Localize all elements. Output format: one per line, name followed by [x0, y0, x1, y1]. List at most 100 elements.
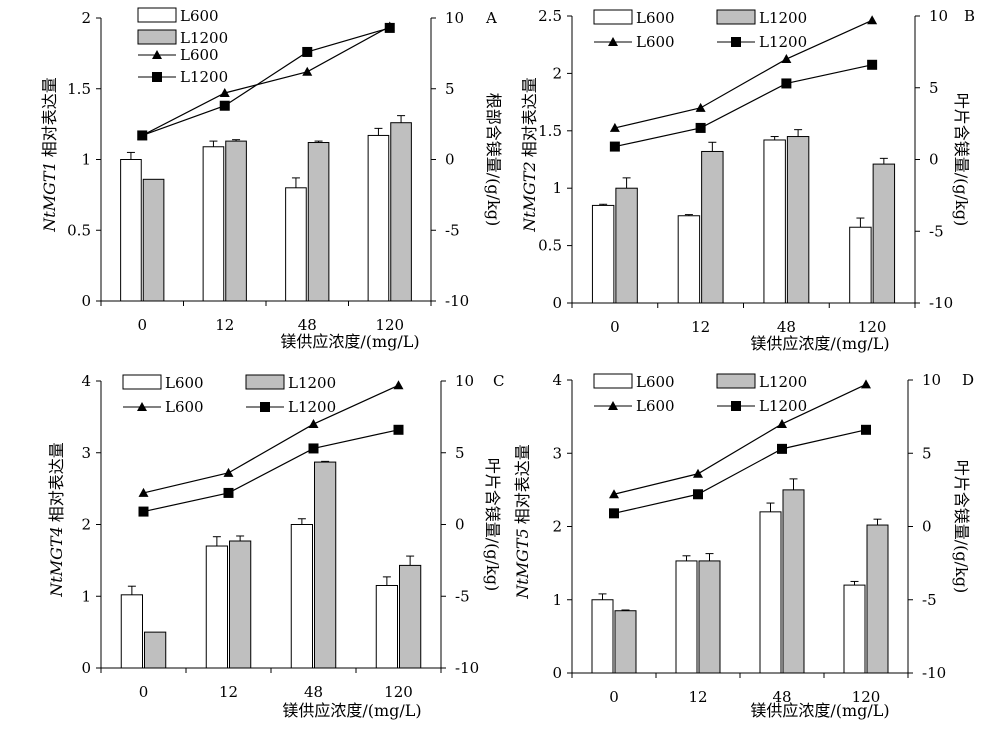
axis-title-suffix: 相对表达量: [520, 77, 539, 157]
legend-label: L1200: [180, 68, 228, 86]
axis-title-suffix: 相对表达量: [40, 77, 59, 157]
bar-l600: [675, 560, 698, 674]
left-tick-label: 2: [552, 518, 562, 536]
right-axis-title: 叶片含镁量/(g/kg): [483, 458, 502, 591]
left-tick-label: 3: [552, 444, 562, 462]
x-tick-label: 120: [858, 318, 887, 336]
left-axis-title: NtMGT5 相对表达量: [513, 444, 532, 599]
line-l600: [613, 383, 867, 495]
bar-l600: [290, 524, 313, 669]
left-axis-title: NtMGT2 相对表达量: [520, 77, 539, 232]
x-tick-label: 12: [219, 683, 238, 701]
right-tick-label: -5: [445, 221, 460, 239]
left-axis-title: NtMGT4 相对表达量: [47, 442, 66, 597]
line-l1200: [142, 27, 390, 137]
triangle-marker: [609, 489, 619, 499]
square-marker: [308, 443, 319, 454]
bar-l1200: [390, 122, 412, 302]
legend-square-marker: [152, 72, 162, 82]
legend-label: L600: [165, 398, 204, 416]
triangle-marker: [138, 487, 149, 497]
line-l1200: [143, 429, 399, 513]
bar-l1200: [615, 187, 638, 304]
x-tick-label: 48: [298, 316, 317, 334]
right-tick-label: 5: [455, 444, 465, 462]
bar-l600: [120, 594, 143, 669]
left-tick-label: 3: [81, 444, 91, 462]
right-tick-label: 5: [929, 79, 939, 97]
bar-l1200: [225, 140, 247, 302]
right-tick-label: 0: [929, 151, 939, 169]
square-marker: [609, 141, 620, 152]
left-tick-label: 2: [81, 9, 91, 27]
x-axis-title: 镁供应浓度/(mg/L): [282, 701, 421, 720]
x-tick-label: 120: [375, 316, 404, 334]
bar-l600: [202, 146, 225, 302]
left-tick-label: 2: [552, 64, 562, 82]
square-marker: [138, 506, 149, 517]
x-axis-title: 镁供应浓度/(mg/L): [750, 701, 889, 720]
triangle-marker: [861, 379, 871, 389]
triangle-marker: [308, 419, 319, 429]
left-tick-label: 1: [552, 591, 562, 609]
left-tick-label: 1: [81, 587, 91, 605]
x-tick-label: 12: [215, 316, 234, 334]
bar-l1200: [866, 524, 889, 674]
gene-name: NtMGT4: [47, 526, 66, 597]
right-tick-label: -5: [922, 591, 937, 609]
bar-l600: [120, 159, 142, 302]
bar-l1200: [142, 178, 165, 302]
right-tick-label: 5: [922, 444, 932, 462]
legend-triangle-marker: [608, 401, 618, 410]
legend-label: L1200: [288, 374, 336, 392]
bar-l1200: [307, 142, 330, 302]
bar-l1200: [314, 461, 337, 669]
square-marker: [223, 487, 234, 498]
panel-letter: A: [485, 9, 497, 27]
square-marker: [867, 59, 878, 70]
triangle-marker: [781, 54, 792, 64]
x-tick-label: 12: [691, 318, 710, 336]
bar-l1200: [399, 564, 422, 669]
bar-l1200: [144, 631, 167, 669]
triangle-marker: [777, 418, 787, 428]
right-tick-label: -5: [455, 587, 470, 605]
panel-letter: C: [493, 372, 504, 390]
bar-l600: [849, 226, 872, 304]
triangle-marker: [867, 15, 878, 25]
legend-label: L1200: [180, 29, 228, 47]
triangle-marker: [219, 87, 230, 97]
bar-l600: [367, 134, 390, 302]
x-tick-label: 0: [610, 318, 620, 336]
bar-l1200: [698, 560, 721, 674]
right-tick-label: -10: [922, 664, 946, 682]
bar-l600: [763, 139, 786, 304]
right-axis-title: 叶片含镁量/(g/kg): [952, 460, 971, 593]
left-tick-label: 0.5: [67, 221, 91, 239]
right-tick-label: 10: [929, 7, 948, 25]
square-marker: [693, 489, 703, 500]
bar-l600: [843, 584, 866, 674]
legend-label: L1200: [759, 33, 807, 51]
legend-label: L600: [180, 7, 219, 25]
panel-letter: B: [964, 7, 975, 25]
square-marker: [219, 100, 230, 111]
left-tick-label: 1.5: [67, 80, 91, 98]
right-tick-label: 0: [455, 516, 465, 534]
square-marker: [393, 424, 404, 435]
line-l600: [614, 19, 873, 129]
square-marker: [609, 508, 619, 519]
x-axis-title: 镁供应浓度/(mg/L): [280, 332, 419, 351]
x-tick-label: 48: [304, 683, 323, 701]
gene-name: NtMGT5: [513, 528, 532, 599]
legend-label: L1200: [759, 397, 807, 415]
bar-l1200: [614, 610, 637, 674]
left-tick-label: 0.5: [538, 237, 562, 255]
square-marker: [695, 122, 706, 133]
legend-square-marker: [260, 402, 270, 412]
